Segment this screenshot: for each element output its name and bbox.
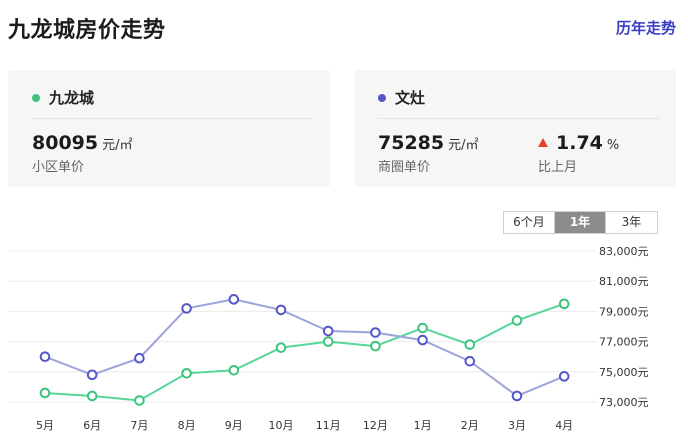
y-tick-label: 81,000元: [599, 275, 649, 288]
data-point: [464, 339, 476, 350]
up-arrow-icon: [538, 138, 548, 147]
data-point: [228, 294, 240, 305]
x-tick-label: 10月: [269, 419, 294, 432]
data-point: [275, 342, 287, 353]
x-tick-label: 6月: [83, 419, 101, 432]
data-point: [39, 387, 51, 399]
y-tick-label: 83,000元: [599, 245, 649, 258]
data-point: [322, 336, 334, 347]
data-point: [275, 304, 287, 316]
community-price-card: 九龙城 80095 元/㎡ 小区单价: [8, 70, 330, 187]
data-point: [464, 355, 476, 367]
y-tick-label: 77,000元: [599, 336, 649, 349]
card-divider: [32, 118, 314, 119]
price-trend-chart: 83,000元 81,000元 79,000元 77,000元 75,000元 73,00…: [8, 245, 649, 432]
data-point: [558, 371, 570, 382]
district-price: 75285 元/㎡: [378, 132, 479, 154]
y-tick-label: 73,000元: [599, 396, 649, 409]
page-title: 九龙城房价走势: [8, 18, 166, 43]
monthly-change-label: 比上月: [538, 160, 578, 175]
tab-1-year[interactable]: 1年: [555, 212, 606, 233]
data-point: [181, 368, 192, 379]
data-point: [511, 390, 523, 402]
time-range-tabs: 6个月 1年 3年: [503, 211, 658, 234]
tab-6-months[interactable]: 6个月: [504, 212, 555, 233]
x-tick-label: 4月: [555, 419, 573, 432]
x-tick-label: 8月: [178, 419, 196, 432]
tab-3-years[interactable]: 3年: [606, 212, 657, 233]
district-card-header: 文灶: [378, 87, 425, 108]
monthly-change-value: 1.74: [556, 132, 603, 154]
district-name: 文灶: [395, 89, 426, 107]
x-tick-label: 7月: [130, 419, 148, 432]
community-dot-icon: [32, 93, 40, 102]
data-point: [134, 395, 145, 406]
community-name: 九龙城: [49, 89, 95, 107]
series-line-0: [44, 302, 565, 402]
data-point: [417, 322, 428, 334]
x-tick-label: 3月: [508, 419, 526, 432]
data-point: [370, 340, 381, 352]
community-card-header: 九龙城: [32, 87, 94, 108]
x-tick-label: 1月: [414, 419, 432, 432]
community-price: 80095 元/㎡: [32, 132, 133, 154]
data-point: [86, 369, 98, 381]
x-tick-label: 5月: [36, 419, 54, 432]
monthly-change-unit: %: [606, 138, 620, 153]
data-point: [322, 325, 334, 337]
data-point: [370, 327, 381, 338]
district-price-unit: 元/㎡: [448, 138, 479, 153]
card-divider: [378, 118, 660, 119]
data-point: [181, 303, 192, 314]
x-tick-label: 9月: [225, 419, 243, 432]
community-price-unit: 元/㎡: [102, 138, 133, 153]
data-point: [511, 315, 523, 326]
data-point: [417, 334, 428, 346]
data-point: [228, 364, 240, 376]
data-point: [558, 298, 570, 310]
series-line-1: [44, 298, 565, 398]
data-point: [134, 352, 145, 364]
y-tick-label: 79,000元: [599, 305, 649, 318]
history-trend-link[interactable]: 历年走势: [615, 19, 676, 37]
community-price-label: 小区单价: [32, 160, 85, 175]
x-tick-label: 12月: [363, 419, 388, 432]
data-point: [39, 351, 51, 362]
district-dot-icon: [378, 93, 386, 102]
district-price-label: 商圈单价: [378, 160, 431, 175]
monthly-change: 1.74%: [538, 132, 619, 154]
data-point: [86, 390, 98, 402]
district-price-value: 75285: [378, 132, 445, 154]
x-tick-label: 2月: [461, 419, 479, 432]
district-price-card: 文灶 75285 元/㎡ 商圈单价 1.74% 比上月: [354, 70, 676, 187]
x-tick-label: 11月: [316, 419, 341, 432]
community-price-value: 80095: [32, 132, 99, 154]
y-tick-label: 75,000元: [599, 366, 649, 379]
